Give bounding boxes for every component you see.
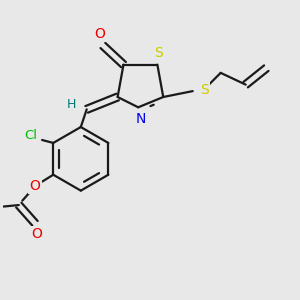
Text: Cl: Cl bbox=[24, 129, 37, 142]
Text: S: S bbox=[200, 82, 209, 97]
Text: S: S bbox=[154, 46, 163, 60]
Text: H: H bbox=[67, 98, 76, 111]
Text: O: O bbox=[31, 226, 42, 241]
Text: O: O bbox=[30, 179, 40, 193]
Text: O: O bbox=[94, 27, 105, 41]
Text: N: N bbox=[136, 112, 146, 126]
